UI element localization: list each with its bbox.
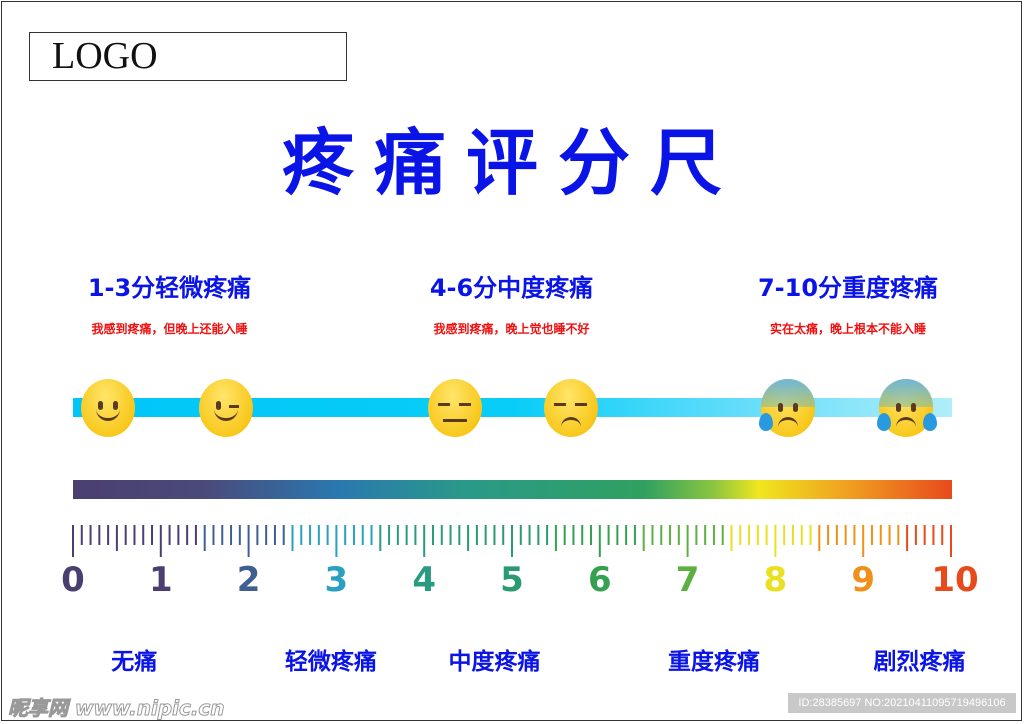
winking-face-icon — [199, 379, 253, 437]
scale-number: 9 — [851, 560, 876, 600]
page-title: 疼痛评分尺 — [281, 121, 742, 205]
scale-number: 3 — [324, 560, 349, 600]
scale-number: 10 — [931, 560, 979, 600]
section-heading: 1-3分轻微疼痛 — [87, 274, 252, 302]
level-label: 轻微疼痛 — [284, 649, 377, 675]
section-heading: 4-6分中度疼痛 — [429, 274, 594, 302]
emoji-track-bar — [73, 398, 952, 417]
image-id-label: ID:28385697 NO:20210411095719496106 — [788, 693, 1016, 713]
scale-number: 6 — [587, 560, 612, 600]
section-severe: 7-10分重度疼痛 实在太痛，晚上根本不能入睡 — [742, 272, 954, 337]
logo: LOGO — [29, 32, 347, 81]
cold-sweat-crying-face-icon — [877, 379, 937, 437]
pain-gradient-bar — [73, 480, 952, 499]
scale-number: 0 — [61, 560, 85, 600]
smiling-face-icon — [81, 379, 135, 437]
section-moderate: 4-6分中度疼痛 我感到疼痛，晚上觉也睡不好 — [414, 272, 609, 337]
scale-number: 5 — [500, 560, 524, 600]
section-heading: 7-10分重度疼痛 — [757, 274, 939, 302]
scale-number: 2 — [236, 560, 261, 600]
level-label: 重度疼痛 — [667, 649, 760, 675]
section-desc: 我感到疼痛，但晚上还能入睡 — [91, 322, 248, 336]
section-desc: 我感到疼痛，晚上觉也睡不好 — [433, 322, 590, 336]
scale-number: 7 — [675, 560, 700, 600]
section-mild: 1-3分轻微疼痛 我感到疼痛，但晚上还能入睡 — [72, 272, 267, 337]
expressionless-face-icon — [428, 379, 482, 437]
level-label: 无痛 — [111, 649, 158, 675]
anxious-sweat-face-icon — [759, 379, 815, 437]
level-label: 中度疼痛 — [448, 649, 541, 675]
scale-number: 8 — [763, 560, 788, 600]
unamused-face-icon — [544, 379, 598, 437]
watermark-logo: 昵享网 www.nipic.cn — [8, 696, 226, 721]
scale-number: 1 — [148, 560, 173, 600]
ruler-ticks — [72, 525, 952, 557]
level-label: 剧烈疼痛 — [873, 649, 966, 675]
scale-number: 4 — [412, 560, 437, 600]
section-desc: 实在太痛，晚上根本不能入睡 — [769, 322, 926, 336]
